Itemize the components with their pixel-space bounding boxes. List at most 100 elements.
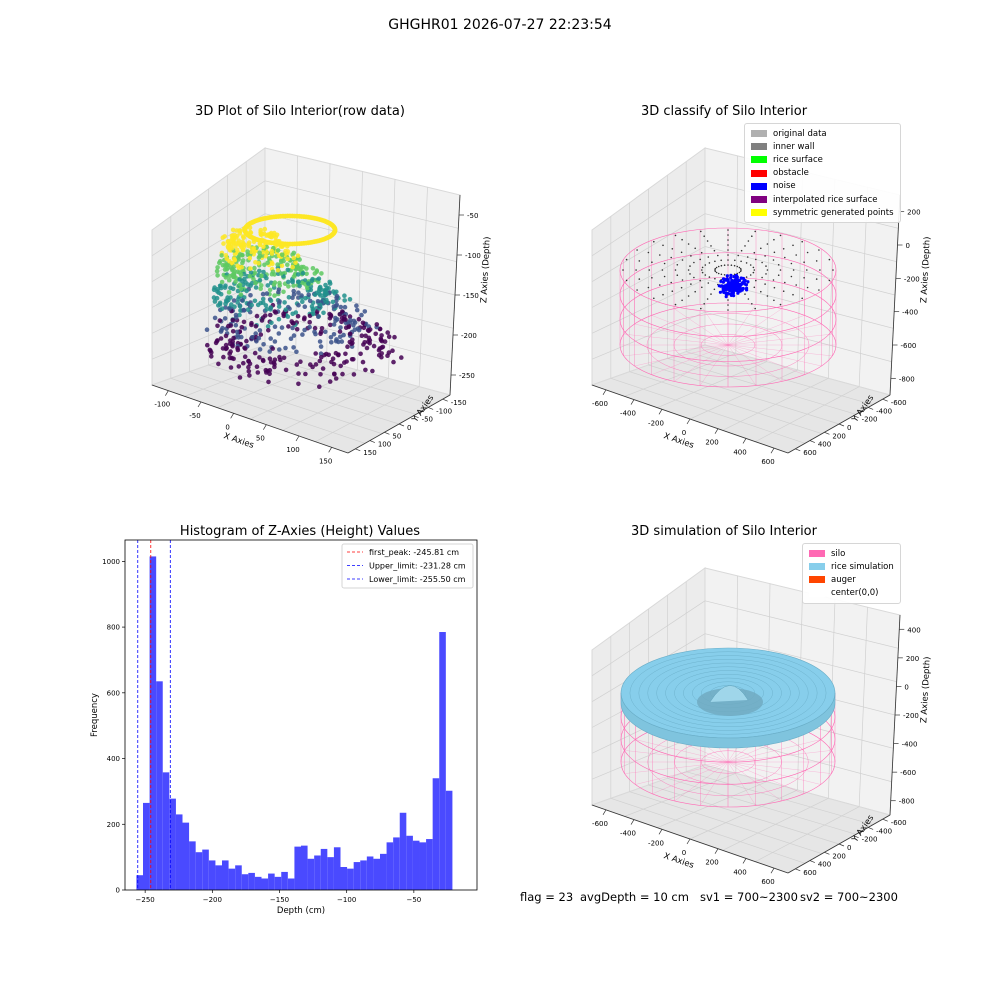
- raw-data-point: [247, 255, 253, 261]
- raw-data-point: [246, 364, 251, 370]
- raw-data-point: [342, 360, 347, 365]
- raw-z-tick-label: -50: [467, 212, 478, 220]
- raw-data-point: [276, 304, 282, 309]
- raw-3d-plot: -100-50050100150-150-100-50050100150-50-…: [150, 147, 493, 465]
- raw-data-point: [257, 277, 263, 283]
- simulation-legend-item: auger: [809, 573, 894, 586]
- classify-surface-point: [659, 284, 661, 286]
- classify-surface-point: [749, 274, 752, 276]
- classify-surface-point: [700, 307, 702, 310]
- classify-surface-point: [717, 272, 720, 275]
- raw-data-point: [291, 250, 297, 256]
- classify-x-tick: [770, 447, 775, 454]
- histogram-chart: −250 −200 −150 −100 −50 0 200 400 600 800 1000 Dept…: [90, 539, 478, 916]
- simulation-y-tick-label: -200: [862, 836, 878, 844]
- classify-surface-point: [727, 309, 729, 311]
- histogram-title: Histogram of Z-Axies (Height) Values: [179, 524, 421, 539]
- raw-data-point: [253, 324, 259, 329]
- classify-surface-point: [653, 240, 655, 243]
- classify-legend-label: noise: [773, 181, 796, 192]
- raw-data-point: [310, 266, 316, 271]
- raw-data-point: [245, 307, 251, 312]
- classify-noise-point: [731, 291, 735, 295]
- classify-surface-point: [815, 260, 818, 262]
- simulation-y-tick: [882, 818, 888, 822]
- raw-data-point: [236, 335, 241, 340]
- classify-surface-point: [723, 264, 726, 266]
- raw-data-point: [338, 363, 343, 369]
- raw-data-point: [276, 316, 282, 322]
- classify-surface-point: [727, 249, 729, 251]
- raw-data-point: [279, 252, 285, 258]
- classify-silo-ring: [619, 302, 837, 388]
- classify-surface-point: [715, 271, 718, 274]
- raw-data-point: [272, 280, 278, 285]
- classify-surface-point: [784, 281, 786, 284]
- raw-data-point: [338, 304, 344, 310]
- classify-surface-point: [636, 289, 638, 291]
- raw-data-point: [348, 317, 353, 323]
- classify-surface-point: [773, 238, 775, 241]
- raw-data-point: [254, 339, 259, 344]
- classify-surface-point: [723, 274, 726, 276]
- raw-data-point: [342, 304, 348, 310]
- classify-legend-swatch: [751, 169, 767, 177]
- classify-y-tick: [853, 415, 859, 419]
- simulation-z-tick-label: -600: [900, 769, 916, 777]
- raw-x-tick-label: 100: [286, 446, 299, 454]
- classify-x-tick-label: 400: [733, 448, 746, 456]
- simulation-legend-swatch: [809, 563, 825, 571]
- raw-data-point: [229, 233, 235, 239]
- raw-data-point: [326, 286, 331, 291]
- raw-data-point: [345, 344, 350, 349]
- classify-surface-point: [792, 269, 795, 271]
- classify-surface-point: [693, 261, 695, 264]
- raw-data-point: [212, 315, 218, 321]
- classify-y-tick: [809, 440, 815, 443]
- raw-x-tick-label: -50: [189, 412, 200, 420]
- raw-data-point: [331, 322, 337, 327]
- raw-data-point: [230, 329, 236, 334]
- simulation-center-depression: [697, 688, 763, 716]
- simulation-mesh-ring: [638, 655, 818, 731]
- raw-data-point: [244, 338, 249, 344]
- classify-noise-point: [732, 287, 736, 291]
- raw-data-point: [329, 359, 334, 365]
- raw-data-point: [283, 248, 288, 254]
- classify-noise-point: [729, 273, 733, 277]
- classify-noise-point: [717, 284, 721, 288]
- raw-y-tick: [355, 448, 361, 452]
- classify-surface-point: [739, 270, 742, 273]
- raw-data-point: [256, 335, 262, 341]
- classify-surface-point: [704, 274, 707, 276]
- classify-surface-point: [777, 274, 780, 276]
- classify-noise-point: [745, 286, 749, 290]
- classify-legend-swatch: [751, 130, 767, 138]
- classify-surface-point: [740, 269, 742, 271]
- classify-surface-point: [772, 259, 775, 261]
- raw-data-point: [223, 283, 228, 288]
- classify-silo-ring: [619, 227, 837, 313]
- raw-data-point: [300, 270, 306, 276]
- histogram-bar: [162, 772, 170, 890]
- histogram-bars: [136, 556, 453, 890]
- raw-data-point: [264, 291, 270, 296]
- raw-data-point: [272, 230, 277, 236]
- classify-surface-point: [753, 269, 756, 271]
- histogram-bar: [182, 822, 190, 890]
- classify-surface-point: [694, 290, 696, 293]
- classify-surface-point: [806, 286, 809, 289]
- simulation-plot-title: 3D simulation of Silo Interior: [631, 524, 817, 539]
- raw-data-point: [347, 331, 353, 337]
- histogram-y-tick-label: 0: [116, 887, 120, 895]
- raw-data-point: [296, 371, 301, 376]
- raw-data-point: [234, 247, 240, 253]
- raw-data-point: [294, 362, 300, 367]
- classify-surface-point: [782, 290, 785, 292]
- histogram-bar: [274, 876, 282, 890]
- classify-z-tick-label: -800: [899, 375, 915, 383]
- histogram-y-tick-label: 200: [107, 821, 120, 829]
- classify-surface-point: [700, 251, 703, 254]
- raw-y-tick-label: 0: [407, 424, 411, 432]
- classify-noise-point: [736, 291, 740, 295]
